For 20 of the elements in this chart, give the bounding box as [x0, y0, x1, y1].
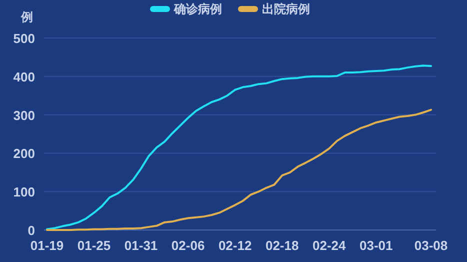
y-tick-label: 300 — [13, 108, 35, 123]
x-tick-label: 02-24 — [312, 238, 347, 253]
y-tick-label: 0 — [28, 223, 35, 238]
line-series — [46, 108, 432, 231]
x-tick-label: 02-18 — [265, 238, 299, 253]
x-tick-label: 01-25 — [77, 238, 111, 253]
x-tick-label: 01-19 — [30, 238, 64, 253]
y-tick-label: 100 — [13, 184, 35, 200]
x-tick-label: 03-08 — [414, 238, 448, 253]
x-tick-label: 03-01 — [360, 238, 393, 253]
legend-label: 确诊病例 — [173, 2, 222, 16]
y-axis-title: 例 — [20, 10, 33, 24]
y-tick-label: 500 — [13, 31, 35, 46]
line-series — [46, 64, 432, 230]
x-tick-label: 01-31 — [124, 238, 158, 253]
y-tick-label: 400 — [13, 69, 35, 84]
x-tick-label: 02-12 — [218, 238, 252, 253]
x-tick-label: 02-06 — [171, 238, 205, 253]
y-tick-label: 200 — [13, 146, 35, 162]
legend-label: 出院病例 — [262, 2, 310, 16]
